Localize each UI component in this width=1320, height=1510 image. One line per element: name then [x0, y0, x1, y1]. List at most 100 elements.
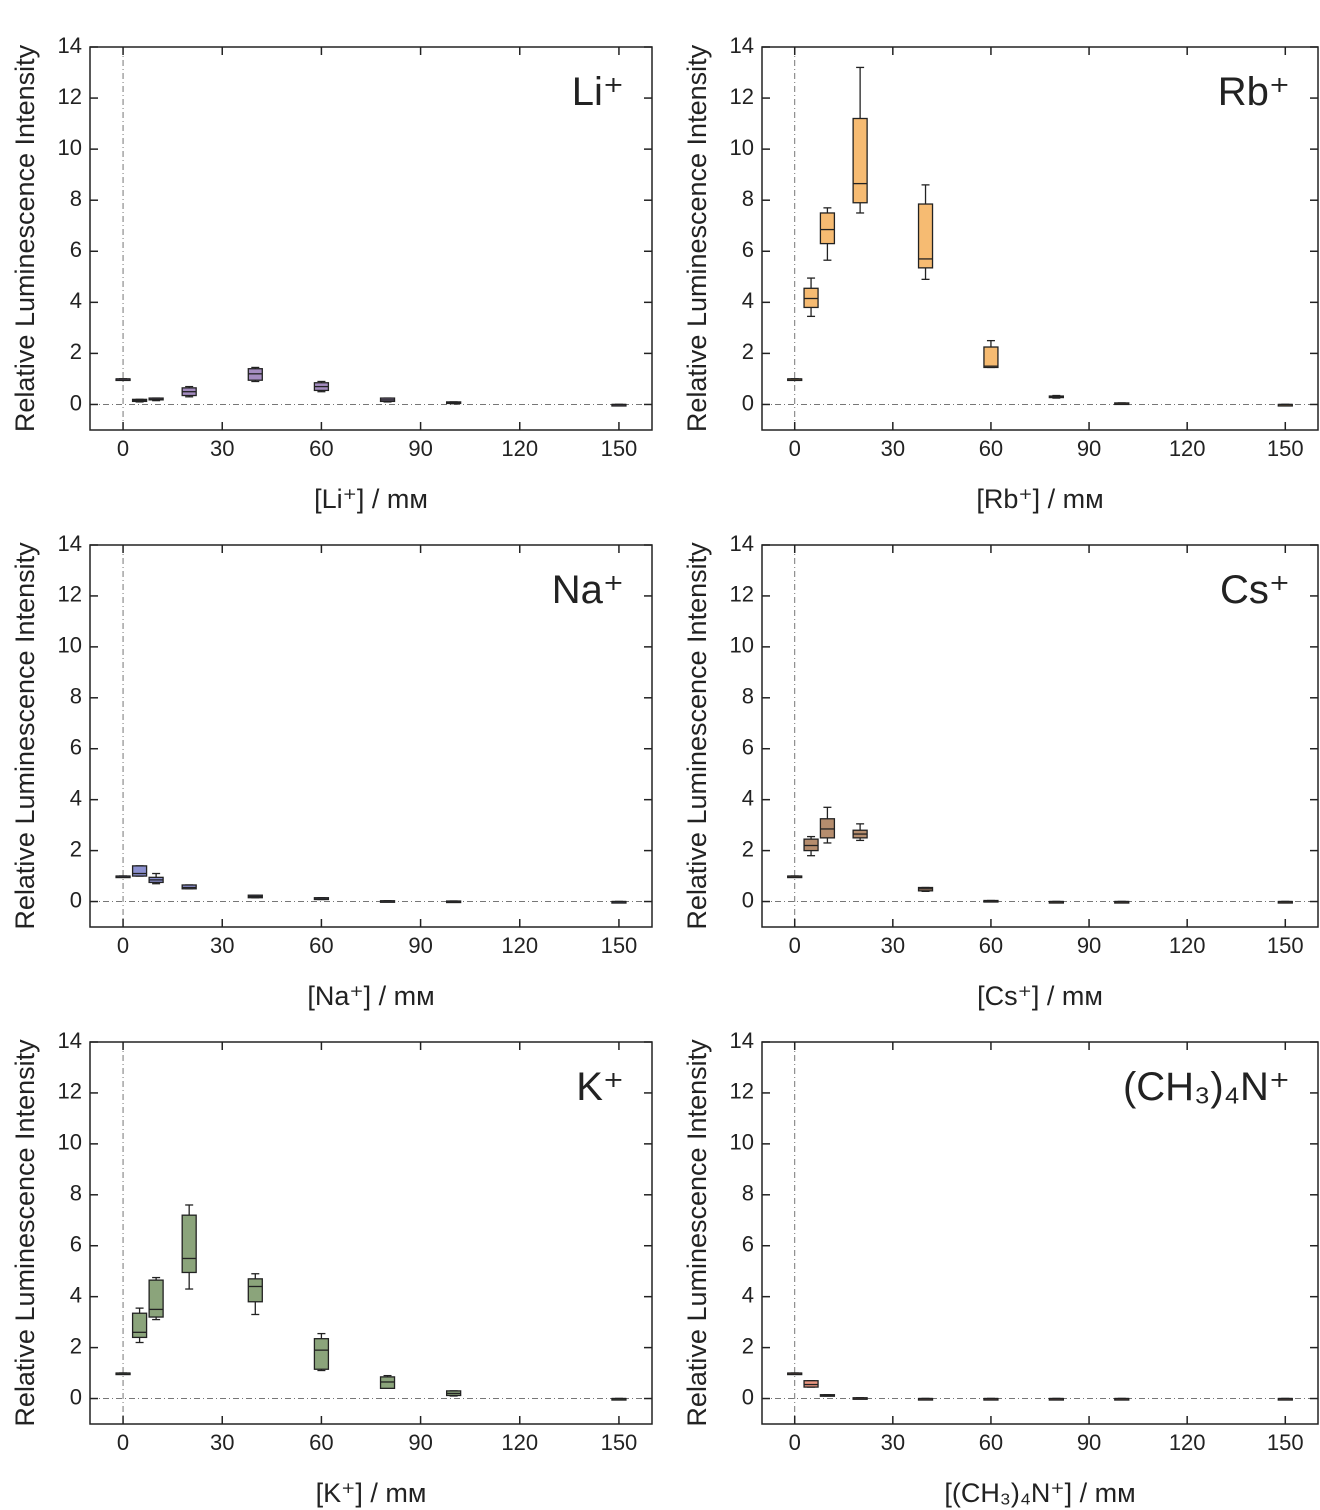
y-tick-label: 10	[58, 1130, 82, 1155]
y-axis-label: Relative Luminescence Intensity	[10, 542, 40, 930]
y-tick-label: 14	[58, 1028, 82, 1053]
y-tick-label: 12	[730, 582, 754, 607]
y-tick-label: 10	[58, 135, 82, 160]
y-tick-label: 0	[742, 1384, 754, 1409]
x-tick-label: 90	[1077, 436, 1101, 461]
y-tick-label: 14	[58, 531, 82, 556]
x-axis-label: [Na⁺] / mᴍ	[307, 981, 434, 1011]
y-tick-label: 4	[742, 288, 754, 313]
x-axis-label: [Rb⁺] / mᴍ	[976, 484, 1103, 514]
x-tick-label: 30	[210, 933, 234, 958]
y-tick-label: 10	[58, 633, 82, 658]
x-tick-label: 90	[408, 1430, 432, 1455]
x-tick-label: 60	[979, 933, 1003, 958]
y-tick-label: 0	[70, 390, 82, 415]
y-tick-label: 0	[70, 1384, 82, 1409]
plot-frame	[89, 1041, 653, 1425]
y-tick-label: 10	[730, 633, 754, 658]
x-axis-label: [(CH₃)₄N⁺] / mᴍ	[944, 1478, 1135, 1508]
x-tick-label: 0	[789, 436, 801, 461]
box	[983, 346, 999, 369]
x-tick-label: 30	[881, 1430, 905, 1455]
y-tick-label: 6	[70, 735, 82, 760]
panel-title: K⁺	[576, 1065, 624, 1109]
plot-frame	[761, 544, 1319, 928]
x-tick-label: 90	[1077, 1430, 1101, 1455]
x-tick-label: 30	[210, 1430, 234, 1455]
plot-frame	[89, 46, 653, 431]
y-tick-label: 4	[742, 1282, 754, 1307]
panel-title: (CH₃)₄N⁺	[1123, 1065, 1290, 1109]
y-tick-label: 8	[70, 684, 82, 709]
y-tick-label: 10	[730, 1130, 754, 1155]
y-axis-label: Relative Luminescence Intensity	[10, 1039, 40, 1427]
x-tick-label: 120	[501, 436, 538, 461]
box	[131, 1312, 148, 1339]
x-tick-label: 120	[501, 933, 538, 958]
y-tick-label: 10	[730, 135, 754, 160]
x-tick-label: 60	[309, 436, 333, 461]
y-tick-label: 4	[742, 785, 754, 810]
panel-title: Na⁺	[552, 568, 624, 612]
x-tick-label: 0	[117, 1430, 129, 1455]
y-tick-label: 2	[70, 339, 82, 364]
y-tick-label: 0	[742, 887, 754, 912]
x-tick-label: 60	[309, 933, 333, 958]
y-tick-label: 4	[70, 288, 82, 313]
y-tick-label: 6	[742, 1232, 754, 1257]
x-tick-label: 150	[1267, 1430, 1304, 1455]
y-tick-label: 12	[730, 1079, 754, 1104]
x-tick-label: 120	[501, 1430, 538, 1455]
x-tick-label: 90	[1077, 933, 1101, 958]
x-axis-label: [Cs⁺] / mᴍ	[977, 981, 1103, 1011]
y-tick-label: 2	[742, 339, 754, 364]
x-tick-label: 150	[1267, 933, 1304, 958]
y-tick-label: 0	[70, 887, 82, 912]
y-tick-label: 4	[70, 1282, 82, 1307]
x-tick-label: 150	[1267, 436, 1304, 461]
x-tick-label: 90	[408, 436, 432, 461]
plot-frame	[761, 46, 1319, 431]
y-tick-label: 12	[58, 582, 82, 607]
x-tick-label: 0	[789, 1430, 801, 1455]
x-tick-label: 120	[1169, 1430, 1206, 1455]
box	[247, 1278, 263, 1303]
y-tick-label: 12	[58, 84, 82, 109]
y-axis-label: Relative Luminescence Intensity	[682, 44, 712, 432]
y-tick-label: 8	[70, 186, 82, 211]
x-tick-label: 150	[601, 1430, 638, 1455]
y-tick-label: 8	[742, 1181, 754, 1206]
plot-frame	[89, 544, 653, 928]
y-tick-label: 8	[742, 186, 754, 211]
plot-frame	[761, 1041, 1319, 1425]
y-tick-label: 8	[742, 684, 754, 709]
y-axis-label: Relative Luminescence Intensity	[10, 44, 40, 432]
y-tick-label: 4	[70, 785, 82, 810]
y-tick-label: 2	[742, 836, 754, 861]
x-tick-label: 60	[309, 1430, 333, 1455]
y-axis-label: Relative Luminescence Intensity	[682, 1039, 712, 1427]
x-tick-label: 60	[979, 1430, 1003, 1455]
y-tick-label: 12	[730, 84, 754, 109]
y-axis-label: Relative Luminescence Intensity	[682, 542, 712, 930]
panel-title: Rb⁺	[1218, 70, 1290, 114]
box	[181, 1214, 197, 1274]
x-axis-label: [Li⁺] / mᴍ	[314, 484, 428, 514]
box	[852, 117, 868, 204]
y-tick-label: 2	[742, 1333, 754, 1358]
box	[917, 203, 934, 269]
y-tick-label: 6	[70, 237, 82, 262]
y-tick-label: 2	[70, 836, 82, 861]
box	[819, 212, 836, 245]
panel-title: Cs⁺	[1220, 568, 1290, 612]
x-tick-label: 90	[408, 933, 432, 958]
x-tick-label: 120	[1169, 436, 1206, 461]
y-tick-label: 14	[730, 1028, 754, 1053]
x-tick-label: 0	[117, 436, 129, 461]
x-tick-label: 30	[881, 933, 905, 958]
box	[313, 1338, 330, 1370]
x-tick-label: 0	[789, 933, 801, 958]
x-tick-label: 0	[117, 933, 129, 958]
y-tick-label: 8	[70, 1181, 82, 1206]
